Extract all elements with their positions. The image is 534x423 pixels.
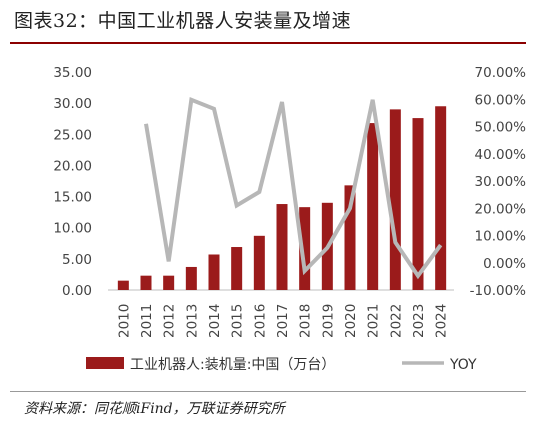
- bar-2017: [276, 204, 288, 290]
- right-tick-label: 20.00%: [475, 201, 527, 217]
- x-tick-label: 2018: [298, 304, 314, 338]
- bar-2020: [344, 185, 356, 290]
- right-tick-label: 0.00%: [483, 256, 526, 272]
- x-tick-label: 2019: [320, 304, 336, 338]
- right-tick-label: 40.00%: [475, 147, 527, 163]
- x-tick-label: 2017: [275, 304, 291, 338]
- right-tick-label: -10.00%: [470, 283, 527, 299]
- bar-2016: [253, 235, 265, 290]
- x-tick-label: 2016: [252, 304, 268, 338]
- bar-2015: [231, 247, 243, 290]
- bar-2011: [140, 275, 152, 290]
- bar-2013: [185, 266, 197, 290]
- bar-2010: [117, 280, 129, 290]
- bar-2022: [389, 109, 401, 290]
- x-axis-ticks: 2010 2011 2012 2013 2014 2015 2016 2017 2018 2019…: [116, 304, 449, 338]
- right-tick-label: 70.00%: [475, 65, 527, 81]
- x-tick-label: 2022: [388, 304, 404, 338]
- left-tick-label: 20.00: [53, 158, 92, 174]
- yoy-line: [144, 96, 443, 280]
- x-tick-label: 2021: [366, 304, 382, 338]
- legend-swatch-bar: [86, 357, 124, 369]
- legend: 工业机器人:装机量:中国（万台） YOY: [86, 357, 477, 373]
- x-tick-label: 2024: [434, 304, 450, 338]
- left-tick-label: 30.00: [53, 96, 92, 112]
- bar-2021: [367, 123, 379, 291]
- x-tick-label: 2015: [230, 304, 246, 338]
- chart-canvas: 35.00 30.00 25.00 20.00 15.00 10.00 5.00 0.00 7…: [53, 65, 527, 373]
- source-note: 资料来源：同花顺iFind，万联证券研究所: [24, 401, 285, 417]
- left-tick-label: 0.00: [62, 283, 92, 299]
- x-tick-label: 2012: [162, 304, 178, 338]
- right-tick-label: 10.00%: [475, 229, 527, 245]
- x-tick-label: 2020: [343, 304, 359, 338]
- left-tick-label: 25.00: [53, 127, 92, 143]
- yoy-series: [144, 96, 443, 280]
- bar-2012: [163, 275, 175, 290]
- bar-2014: [208, 254, 220, 290]
- x-tick-label: 2014: [207, 304, 223, 338]
- footer-divider: [10, 391, 526, 392]
- right-axis-ticks: 70.00% 60.00% 50.00% 40.00% 30.00% 20.00% 10.0…: [470, 65, 527, 299]
- left-axis-ticks: 35.00 30.00 25.00 20.00 15.00 10.00 5.00 0.00: [53, 65, 92, 299]
- x-tick-label: 2011: [139, 304, 155, 338]
- left-tick-label: 35.00: [53, 65, 92, 81]
- left-tick-label: 15.00: [53, 190, 92, 206]
- right-tick-label: 30.00%: [475, 174, 527, 190]
- legend-label-line: YOY: [449, 357, 477, 373]
- bar-series: [117, 106, 447, 291]
- right-tick-label: 60.00%: [475, 92, 527, 108]
- left-tick-label: 10.00: [53, 221, 92, 237]
- bar-2023: [412, 118, 424, 290]
- x-tick-label: 2023: [411, 304, 427, 338]
- bar-2024: [435, 106, 447, 290]
- legend-label-bar: 工业机器人:装机量:中国（万台）: [130, 357, 335, 373]
- left-tick-label: 5.00: [62, 252, 92, 268]
- x-tick-label: 2013: [184, 304, 200, 338]
- x-tick-label: 2010: [116, 304, 132, 338]
- right-tick-label: 50.00%: [475, 120, 527, 136]
- bar-2018: [299, 207, 311, 290]
- title-divider: [10, 42, 526, 44]
- chart-title: 图表32：中国工业机器人安装量及增速: [14, 10, 352, 32]
